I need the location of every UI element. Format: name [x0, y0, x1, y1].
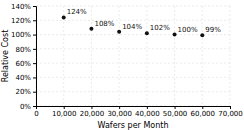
tick-mark: [33, 20, 36, 21]
grid-line: [36, 63, 230, 64]
tick-mark: [175, 106, 176, 109]
tick-label: 0: [34, 110, 38, 118]
chart: 0 10,00020,00030,000 40,00050,00060,00070,…: [0, 0, 244, 130]
point: [145, 31, 149, 35]
point: [200, 33, 204, 37]
points: [62, 15, 205, 37]
tick: 70,000: [218, 106, 243, 118]
data-label: 100%: [178, 26, 198, 34]
tick: 30,000: [107, 106, 131, 118]
data-label: 104%: [122, 23, 142, 31]
grid-line: [174, 6, 175, 106]
tick: 60%: [15, 60, 36, 68]
tick-mark: [33, 106, 36, 107]
tick-label: 60,000: [191, 110, 216, 118]
data-label: 99%: [205, 26, 221, 34]
tick-label: 120%: [11, 17, 31, 25]
tick: 0: [34, 106, 38, 118]
grid-line: [63, 6, 64, 106]
tick: 20,000: [80, 106, 105, 118]
grid-line: [36, 77, 230, 78]
point: [62, 15, 66, 19]
data-label: 124%: [67, 8, 87, 16]
y-axis-title: Relative Cost: [1, 30, 10, 83]
grid-line: [91, 6, 92, 106]
plot: 0 10,00020,00030,000 40,00050,00060,00070,…: [11, 3, 243, 118]
point: [89, 27, 93, 31]
data-labels: 124% 108% 104% 102% 100% 99%: [67, 8, 221, 34]
grid-line: [146, 6, 147, 106]
tick-label: 100%: [11, 31, 31, 39]
x-axis-title: Wafers per Month: [98, 121, 169, 130]
tick: 40,000: [135, 106, 160, 118]
tick-label: 140%: [11, 3, 31, 11]
point: [173, 33, 177, 37]
tick: 40%: [15, 74, 36, 82]
grid-line: [36, 6, 230, 7]
tick: 80%: [15, 46, 36, 54]
data-label: 108%: [94, 20, 114, 28]
data-label: 102%: [150, 24, 170, 32]
tick-mark: [33, 77, 36, 78]
grid-line: [230, 6, 231, 106]
tick-label: 30,000: [107, 110, 131, 118]
tick-label: 0%: [20, 103, 31, 111]
grid-line: [202, 6, 203, 106]
tick-label: 80%: [15, 46, 31, 54]
y-axis: 0% 20% 40% 60% 80% 100% 120% 140%: [11, 3, 37, 111]
tick-mark: [33, 49, 36, 50]
tick-label: 20,000: [80, 110, 105, 118]
tick-mark: [64, 106, 65, 109]
tick: 20%: [15, 88, 36, 96]
tick: 100%: [11, 31, 36, 39]
tick-label: 20%: [15, 88, 31, 96]
axis-line: [33, 7, 37, 107]
tick: 10,000: [52, 106, 77, 118]
grid-line: [36, 91, 230, 92]
tick: 50,000: [163, 106, 188, 118]
tick: 140%: [11, 3, 36, 11]
tick-mark: [33, 63, 36, 64]
point: [117, 30, 121, 34]
tick-mark: [202, 106, 203, 109]
tick-mark: [230, 106, 231, 109]
tick-mark: [91, 106, 92, 109]
grid-line: [119, 6, 120, 106]
axis-line: [37, 107, 231, 110]
tick: 0%: [20, 103, 36, 111]
grid-line: [36, 48, 230, 49]
tick-mark: [147, 106, 148, 109]
tick: 120%: [11, 17, 36, 25]
tick-label: 10,000: [52, 110, 77, 118]
grid-line: [36, 20, 230, 21]
tick-label: 70,000: [218, 110, 243, 118]
tick-label: 50,000: [163, 110, 188, 118]
tick-mark: [33, 35, 36, 36]
x-axis: 0 10,00020,00030,000 40,00050,00060,00070,…: [34, 106, 242, 118]
tick-mark: [119, 106, 120, 109]
tick-label: 60%: [15, 60, 31, 68]
tick-mark: [33, 6, 36, 7]
tick: 60,000: [191, 106, 216, 118]
tick-mark: [33, 92, 36, 93]
tick-label: 40,000: [135, 110, 160, 118]
grid: [36, 6, 230, 106]
tick-label: 40%: [15, 74, 31, 82]
